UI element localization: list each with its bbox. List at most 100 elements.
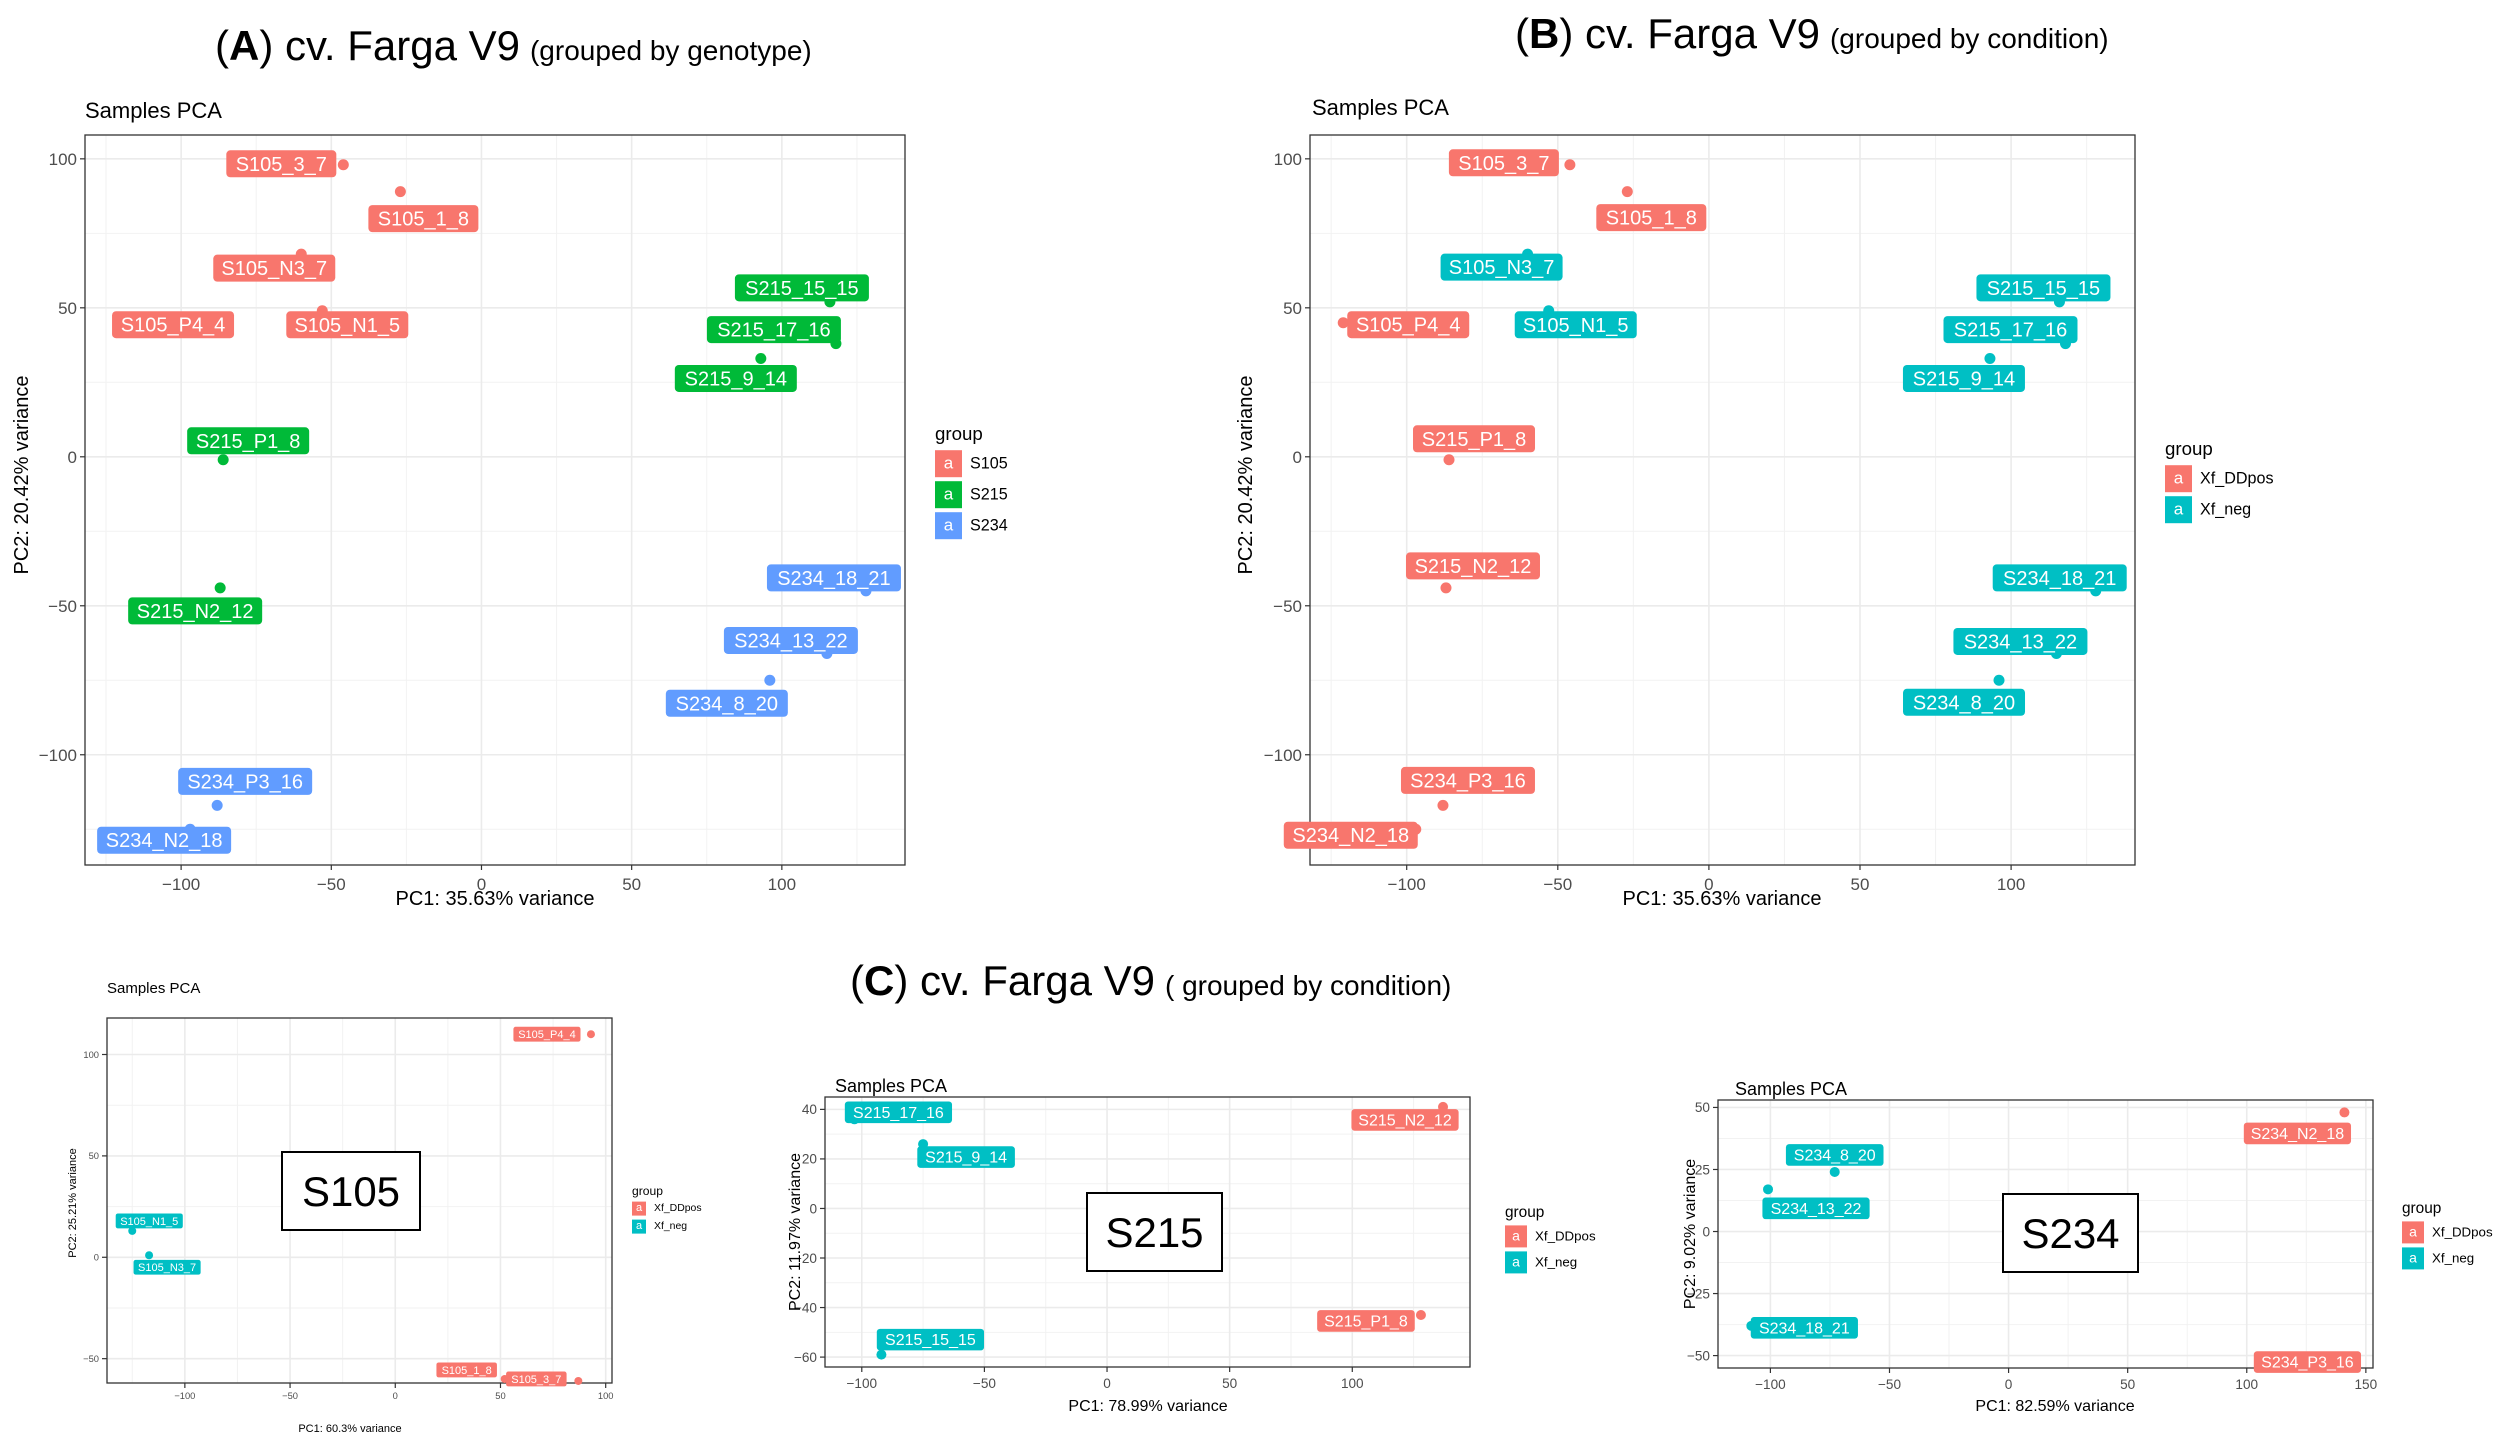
label-box: [506, 1371, 567, 1387]
x-tick-label: 50: [1222, 1376, 1238, 1391]
point-S105_3_7: [337, 159, 349, 171]
label-box: [1448, 149, 1559, 177]
point-label: S215_P1_8: [1324, 1314, 1408, 1331]
x-tick-label: −100: [162, 875, 200, 894]
point-S234_P3_16: [1437, 799, 1449, 811]
y-tick-label: 50: [58, 299, 77, 318]
point-label: S234_13_22: [1771, 1201, 1862, 1218]
x-tick-label: −50: [317, 875, 346, 894]
y-axis-label: PC2: 25.21% variance: [67, 1148, 79, 1257]
label-box: [2243, 1122, 2352, 1145]
x-axis-label: PC1: 78.99% variance: [1068, 1398, 1227, 1415]
x-tick-label: 50: [495, 1391, 505, 1401]
y-tick-label: −50: [83, 1354, 99, 1364]
y-tick-label: −50: [1687, 1348, 1710, 1363]
x-axis-label: PC1: 60.3% variance: [298, 1423, 401, 1435]
x-tick-label: 100: [768, 875, 796, 894]
legend-title: group: [1505, 1204, 1544, 1221]
point-label: S234_13_22: [1964, 631, 2077, 653]
point-label: S105_N3_7: [1449, 257, 1555, 279]
label-box: [128, 597, 263, 625]
y-tick-label: 20: [802, 1152, 818, 1167]
point-S215_P1_8: [1415, 1309, 1426, 1320]
point-S105_N1_5: [128, 1226, 137, 1235]
point-S215_9_14: [1984, 352, 1996, 364]
point-S105_1_8: [1621, 186, 1633, 198]
y-tick-label: 0: [68, 448, 77, 467]
chart-title: Samples PCA: [1735, 1079, 1847, 1099]
point-label: S234_N2_18: [106, 830, 223, 852]
legend-entry: Xf_DDpos: [2432, 1224, 2493, 1239]
x-tick-label: 0: [477, 875, 486, 894]
y-tick-label: 25: [1695, 1162, 1710, 1177]
label-box: [766, 564, 901, 592]
panel-c-title: (C) cv. Farga V9( grouped by condition): [850, 957, 1451, 1004]
legend-key-letter: a: [944, 485, 954, 504]
point-label: S234_18_21: [777, 568, 890, 590]
legend-entry: Xf_neg: [654, 1221, 687, 1232]
y-axis-label: PC2: 20.42% variance: [1235, 375, 1257, 574]
y-tick-label: 100: [49, 150, 77, 169]
y-tick-label: −60: [794, 1350, 817, 1365]
y-axis-label: PC2: 20.42% variance: [11, 375, 33, 574]
label-box: [876, 1328, 985, 1351]
point-label: S105_1_8: [442, 1365, 492, 1377]
legend-entry: S234: [970, 517, 1008, 535]
chart-C3: Samples PCA −100 −50 0 50 100 150 −50 −25 0 25 50 PC…: [1682, 1079, 2493, 1415]
legend: group a S105 a S215 a S234: [935, 423, 1008, 540]
plot-border: [824, 1096, 1471, 1368]
label-box: [723, 626, 858, 654]
legend-entry: Xf_neg: [2200, 501, 2251, 519]
x-tick-label: −100: [1755, 1377, 1786, 1392]
point-label: S234_P3_16: [187, 771, 303, 793]
x-tick-label: 0: [393, 1391, 398, 1401]
point-label: S234_P3_16: [1410, 770, 1526, 792]
point-label: S215_15_15: [745, 278, 858, 300]
x-tick-label: 50: [622, 875, 641, 894]
label-box: [1750, 1317, 1858, 1339]
legend-title: group: [632, 1184, 663, 1198]
point-label: S215_9_14: [1913, 368, 2015, 390]
legend-key: [632, 1201, 646, 1216]
point-S215_P1_8: [1443, 454, 1455, 466]
y-tick-label: 100: [83, 1050, 99, 1060]
point-label: S234_18_21: [2003, 568, 2116, 590]
x-tick-label: 0: [1704, 875, 1713, 894]
badge-label: S215: [1105, 1209, 1203, 1256]
label-box: [1400, 766, 1535, 794]
y-tick-label: 100: [1274, 150, 1302, 169]
point-label: S105_3_7: [1458, 153, 1549, 175]
y-tick-label: −40: [794, 1300, 817, 1315]
point-label: S105_P4_4: [121, 315, 226, 337]
point-label: S105_3_7: [236, 154, 327, 176]
point-label: S105_P4_4: [518, 1029, 576, 1041]
label-box: [226, 150, 337, 178]
point-label: S234_8_20: [676, 693, 778, 715]
x-tick-label: −50: [973, 1376, 996, 1391]
x-axis-label: PC1: 35.63% variance: [1622, 888, 1821, 910]
x-tick-label: −50: [1878, 1377, 1901, 1392]
legend-key: [935, 512, 962, 540]
legend-title: group: [2165, 438, 2213, 459]
label-box: [1351, 1109, 1459, 1131]
point-label: S234_N2_18: [2251, 1126, 2345, 1143]
point-label: S105_N1_5: [120, 1216, 178, 1228]
plot-border: [1309, 134, 2136, 866]
x-tick-label: −50: [282, 1391, 298, 1401]
y-tick-label: −50: [1273, 597, 1302, 616]
y-tick-label: −100: [39, 746, 77, 765]
point-label: S105_N3_7: [221, 258, 327, 280]
point-label: S215_17_16: [717, 320, 830, 342]
label-box: [513, 1026, 581, 1042]
chart-title: Samples PCA: [835, 1076, 947, 1096]
x-tick-label: 100: [598, 1391, 614, 1401]
point-S215_15_15: [876, 1349, 887, 1360]
point-label: S215_P1_8: [1422, 429, 1527, 451]
label-box: [133, 1259, 201, 1275]
label-box: [187, 427, 310, 455]
point-label: S215_17_16: [1954, 320, 2067, 342]
y-tick-label: 0: [809, 1201, 817, 1216]
x-tick-label: 50: [1851, 875, 1870, 894]
